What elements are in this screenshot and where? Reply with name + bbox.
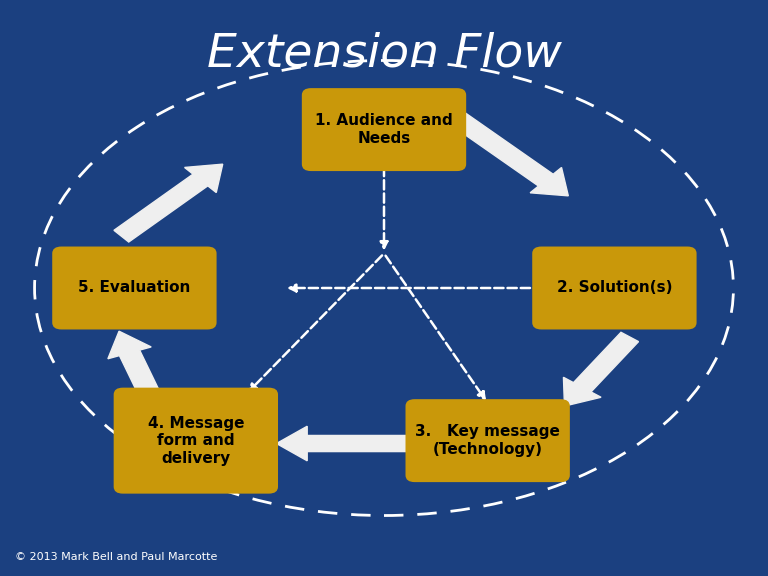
FancyBboxPatch shape xyxy=(114,388,278,494)
FancyBboxPatch shape xyxy=(532,247,697,329)
Text: 4. Message
form and
delivery: 4. Message form and delivery xyxy=(147,416,244,465)
Text: 1. Audience and
Needs: 1. Audience and Needs xyxy=(315,113,453,146)
FancyArrow shape xyxy=(564,332,638,406)
Text: Extension Flow: Extension Flow xyxy=(207,32,561,77)
FancyArrow shape xyxy=(449,112,568,196)
FancyBboxPatch shape xyxy=(52,247,217,329)
FancyArrow shape xyxy=(108,331,160,397)
FancyArrow shape xyxy=(276,426,426,461)
Text: 5. Evaluation: 5. Evaluation xyxy=(78,281,190,295)
Text: 3.   Key message
(Technology): 3. Key message (Technology) xyxy=(415,425,560,457)
Text: 2. Solution(s): 2. Solution(s) xyxy=(557,281,672,295)
FancyBboxPatch shape xyxy=(302,88,466,171)
FancyBboxPatch shape xyxy=(406,399,570,482)
FancyArrow shape xyxy=(114,164,223,242)
Text: © 2013 Mark Bell and Paul Marcotte: © 2013 Mark Bell and Paul Marcotte xyxy=(15,552,218,562)
